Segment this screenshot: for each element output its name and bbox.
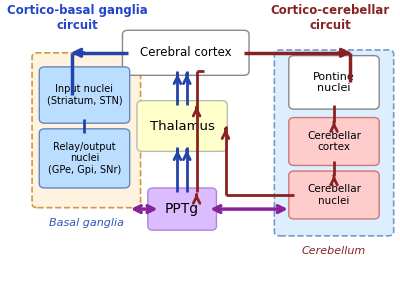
Text: Cortico-basal ganglia
circuit: Cortico-basal ganglia circuit [7, 3, 148, 31]
FancyBboxPatch shape [274, 50, 394, 236]
FancyBboxPatch shape [122, 30, 249, 75]
FancyBboxPatch shape [39, 129, 130, 188]
Text: PPTg: PPTg [165, 202, 199, 216]
Text: Basal ganglia: Basal ganglia [49, 218, 124, 228]
Text: Input nuclei
(Striatum, STN): Input nuclei (Striatum, STN) [47, 84, 122, 106]
FancyBboxPatch shape [289, 117, 379, 166]
Text: Cerebellar
nuclei: Cerebellar nuclei [307, 184, 361, 206]
Text: Pontine
nuclei: Pontine nuclei [313, 72, 355, 93]
FancyBboxPatch shape [137, 101, 227, 151]
Text: Cerebral cortex: Cerebral cortex [140, 46, 232, 59]
FancyBboxPatch shape [289, 55, 379, 109]
Text: Thalamus: Thalamus [150, 119, 214, 132]
Text: Relay/output
nuclei
(GPe, Gpi, SNr): Relay/output nuclei (GPe, Gpi, SNr) [48, 142, 121, 175]
Text: Cerebellum: Cerebellum [302, 246, 366, 256]
FancyBboxPatch shape [32, 53, 140, 208]
Text: Cerebellar
cortex: Cerebellar cortex [307, 131, 361, 152]
FancyBboxPatch shape [289, 171, 379, 219]
Text: Cortico-cerebellar
circuit: Cortico-cerebellar circuit [271, 3, 390, 31]
FancyBboxPatch shape [148, 188, 216, 230]
FancyBboxPatch shape [39, 67, 130, 123]
